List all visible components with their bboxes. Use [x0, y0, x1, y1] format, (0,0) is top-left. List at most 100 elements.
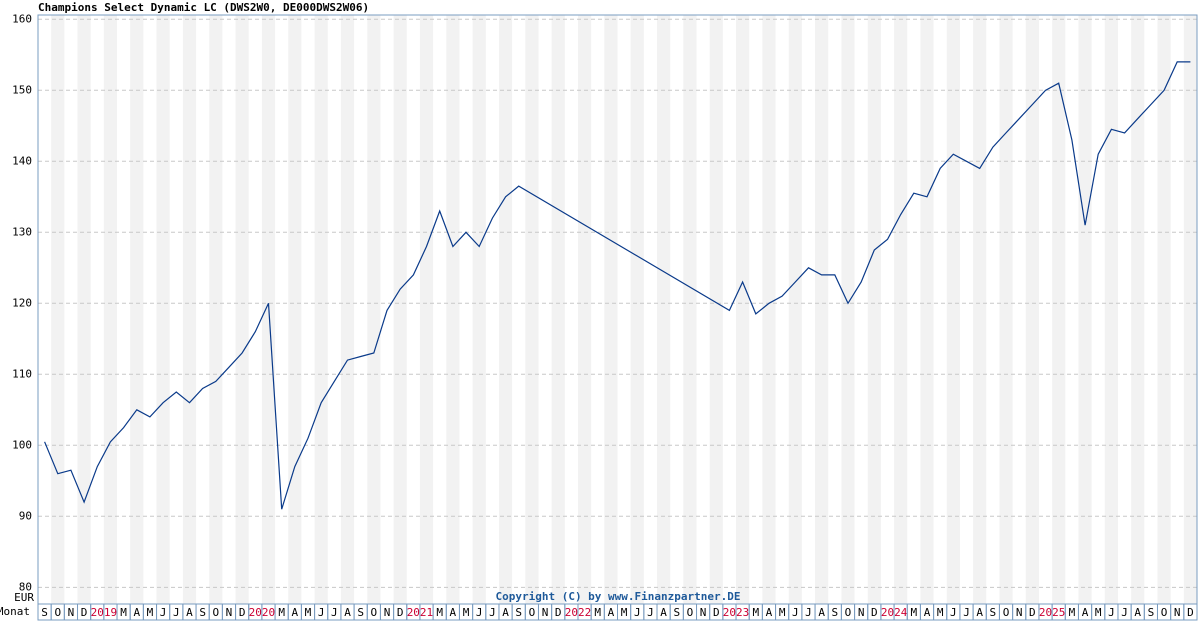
y-tick-label: 80: [19, 580, 32, 593]
month-band: [946, 15, 960, 604]
x-tick-label: A: [608, 606, 615, 619]
x-tick-label: S: [357, 606, 364, 619]
x-tick-label: N: [858, 606, 865, 619]
x-tick-label: J: [476, 606, 483, 619]
month-band: [209, 15, 223, 604]
x-tick-label: A: [976, 606, 983, 619]
month-band: [973, 15, 987, 604]
month-band: [683, 15, 697, 604]
month-band: [103, 15, 118, 604]
x-tick-label: J: [1121, 606, 1128, 619]
copyright: Copyright (C) by www.Finanzpartner.DE: [495, 590, 740, 603]
y-tick-label: 110: [12, 367, 32, 380]
y-tick-label: 150: [12, 83, 32, 96]
x-tick-label: O: [529, 606, 536, 619]
x-axis-label: Monat: [0, 605, 30, 618]
x-tick-label: M: [911, 606, 918, 619]
y-tick-label: 120: [12, 296, 32, 309]
month-band: [51, 15, 65, 604]
x-tick-label: D: [239, 606, 246, 619]
y-tick-label: 90: [19, 509, 32, 522]
x-tick-label: S: [1148, 606, 1155, 619]
x-tick-label: O: [54, 606, 61, 619]
x-tick-label: J: [318, 606, 325, 619]
x-tick-label: J: [647, 606, 654, 619]
x-tick-label: M: [305, 606, 312, 619]
month-band: [498, 15, 513, 604]
x-tick-label: M: [436, 606, 443, 619]
x-tick-label: N: [1174, 606, 1181, 619]
month-band: [1131, 15, 1145, 604]
x-tick-label: O: [1161, 606, 1168, 619]
x-tick-label: M: [147, 606, 154, 619]
month-band: [446, 15, 460, 604]
x-tick-label: S: [832, 606, 839, 619]
x-tick-label: A: [924, 606, 931, 619]
x-tick-label: M: [1095, 606, 1102, 619]
month-band: [77, 15, 91, 604]
month-band: [288, 15, 302, 604]
x-tick-label: N: [68, 606, 75, 619]
month-band: [367, 15, 381, 604]
x-tick-label: S: [199, 606, 206, 619]
x-tick-label: N: [700, 606, 707, 619]
x-tick-label: N: [1016, 606, 1023, 619]
x-tick-label: A: [766, 606, 773, 619]
month-band: [1157, 15, 1171, 604]
x-tick-label: D: [1187, 606, 1194, 619]
x-tick-label: J: [634, 606, 641, 619]
x-tick-label: S: [41, 606, 48, 619]
y-unit-label: EUR: [14, 591, 34, 604]
month-band: [1078, 15, 1092, 604]
month-cell: [1183, 603, 1198, 621]
x-tick-label: A: [450, 606, 457, 619]
x-tick-label: O: [371, 606, 378, 619]
month-band: [235, 15, 249, 604]
y-tick-label: 140: [12, 154, 32, 167]
chart-title: Champions Select Dynamic LC (DWS2W0, DE0…: [38, 1, 369, 14]
x-tick-label: J: [792, 606, 799, 619]
month-band: [340, 15, 355, 604]
month-band: [999, 15, 1013, 604]
x-tick-label: D: [1029, 606, 1036, 619]
x-tick-label: M: [278, 606, 285, 619]
x-tick-label: D: [397, 606, 404, 619]
price-line: [44, 61, 1191, 510]
x-tick-label: O: [845, 606, 852, 619]
month-band: [841, 15, 855, 604]
x-tick-label: M: [594, 606, 601, 619]
month-band: [604, 15, 618, 604]
x-tick-label: J: [331, 606, 338, 619]
y-tick-label: 160: [12, 12, 32, 25]
month-band: [1025, 15, 1039, 604]
month-band: [709, 15, 723, 604]
x-tick-label: A: [292, 606, 299, 619]
x-tick-label: M: [1069, 606, 1076, 619]
x-tick-label: O: [687, 606, 694, 619]
month-band: [630, 15, 644, 604]
x-tick-label: D: [81, 606, 88, 619]
month-band: [472, 15, 486, 604]
month-band: [788, 15, 802, 604]
x-tick-label: D: [871, 606, 878, 619]
x-tick-label: O: [1003, 606, 1010, 619]
x-tick-label: O: [212, 606, 219, 619]
x-tick-label: N: [226, 606, 233, 619]
month-band: [182, 15, 197, 604]
month-band: [551, 15, 565, 604]
month-band: [867, 15, 881, 604]
x-tick-label: A: [502, 606, 509, 619]
month-band: [393, 15, 407, 604]
x-tick-label: D: [555, 606, 562, 619]
month-band: [657, 15, 671, 604]
x-tick-label: S: [990, 606, 997, 619]
x-tick-label: J: [160, 606, 167, 619]
month-band: [815, 15, 829, 604]
month-band: [1104, 15, 1118, 604]
x-tick-label: M: [621, 606, 628, 619]
x-tick-label: D: [713, 606, 720, 619]
x-tick-label: S: [673, 606, 680, 619]
x-tick-label: J: [805, 606, 812, 619]
y-tick-label: 100: [12, 438, 32, 451]
